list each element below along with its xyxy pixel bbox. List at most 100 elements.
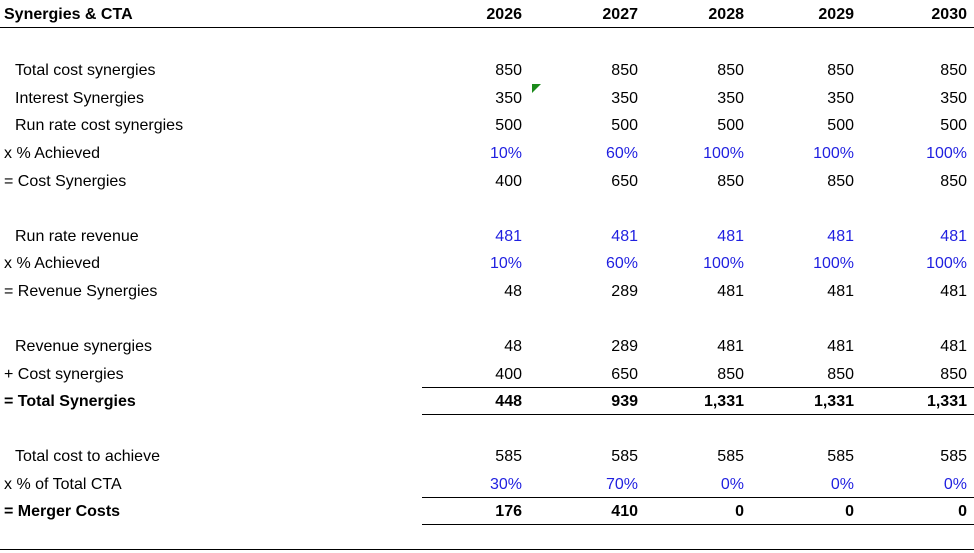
input-cell[interactable]: 10% <box>489 145 522 162</box>
cell[interactable]: 0 <box>735 503 744 520</box>
cell[interactable]: 350 <box>940 90 967 107</box>
input-cell[interactable]: 30% <box>489 476 522 493</box>
cell[interactable]: 850 <box>827 62 854 79</box>
row-cost-synergies: = Cost Synergies 400 650 850 850 850 <box>0 168 974 195</box>
input-cell[interactable]: 100% <box>813 145 854 162</box>
input-cell[interactable]: 481 <box>940 228 967 245</box>
cell[interactable]: 585 <box>611 448 638 465</box>
cell[interactable]: 1,331 <box>813 393 854 410</box>
cell[interactable]: 850 <box>940 62 967 79</box>
row-pct-achieved-revenue: x % Achieved 10% 60% 100% 100% 100% <box>0 250 974 277</box>
cell[interactable]: 481 <box>940 338 967 355</box>
row-label: = Cost Synergies <box>4 173 127 190</box>
cell[interactable]: 350 <box>717 90 744 107</box>
row-revenue-synergies-2: Revenue synergies 48 289 481 481 481 <box>0 333 974 360</box>
cell[interactable]: 650 <box>611 366 638 383</box>
row-revenue-synergies: = Revenue Synergies 48 289 481 481 481 <box>0 278 974 305</box>
row-label: Run rate cost synergies <box>15 117 184 134</box>
cell[interactable]: 939 <box>611 393 638 410</box>
cell[interactable]: 850 <box>827 366 854 383</box>
input-cell[interactable]: 70% <box>605 476 638 493</box>
input-cell[interactable]: 0% <box>830 476 854 493</box>
input-cell[interactable]: 100% <box>703 145 744 162</box>
cell[interactable]: 481 <box>717 283 744 300</box>
row-pct-achieved-cost: x % Achieved 10% 60% 100% 100% 100% <box>0 140 974 167</box>
row-total-cost-synergies: Total cost synergies 850 850 850 850 850 <box>0 57 974 84</box>
cell[interactable]: 585 <box>827 448 854 465</box>
cell[interactable]: 850 <box>940 173 967 190</box>
cell[interactable]: 585 <box>717 448 744 465</box>
cell[interactable]: 850 <box>717 366 744 383</box>
cell[interactable]: 410 <box>611 503 638 520</box>
row-plus-cost-synergies: + Cost synergies 400 650 850 850 850 <box>0 361 974 388</box>
input-cell[interactable]: 100% <box>813 255 854 272</box>
cell[interactable]: 500 <box>827 117 854 134</box>
cell[interactable]: 0 <box>958 503 967 520</box>
input-cell[interactable]: 0% <box>943 476 967 493</box>
row-label: Run rate revenue <box>15 228 139 245</box>
total-synergies-bottom-border <box>422 414 974 415</box>
cell[interactable]: 585 <box>940 448 967 465</box>
cell[interactable]: 481 <box>827 283 854 300</box>
cell[interactable]: 850 <box>611 62 638 79</box>
row-label: x % Achieved <box>4 255 101 272</box>
cell[interactable]: 350 <box>611 90 638 107</box>
cell[interactable]: 500 <box>717 117 744 134</box>
cell[interactable]: 481 <box>717 338 744 355</box>
cell[interactable]: 850 <box>940 366 967 383</box>
cell[interactable]: 500 <box>495 117 522 134</box>
row-label: Total cost synergies <box>15 62 156 79</box>
row-total-synergies: = Total Synergies 448 939 1,331 1,331 1,… <box>0 388 974 415</box>
cell[interactable]: 1,331 <box>926 393 967 410</box>
input-cell[interactable]: 481 <box>827 228 854 245</box>
cell[interactable]: 176 <box>495 503 522 520</box>
row-label: = Revenue Synergies <box>4 283 158 300</box>
input-cell[interactable]: 481 <box>495 228 522 245</box>
input-cell[interactable]: 0% <box>720 476 744 493</box>
cell[interactable]: 585 <box>495 448 522 465</box>
year-header-2029[interactable]: 2029 <box>818 6 854 23</box>
cell[interactable]: 850 <box>827 173 854 190</box>
cell[interactable]: 850 <box>495 62 522 79</box>
cell[interactable]: 48 <box>504 338 522 355</box>
input-cell[interactable]: 481 <box>611 228 638 245</box>
cell[interactable]: 850 <box>717 62 744 79</box>
cell[interactable]: 650 <box>611 173 638 190</box>
row-run-rate-cost-synergies: Run rate cost synergies 500 500 500 500 … <box>0 112 974 139</box>
cell[interactable]: 850 <box>717 173 744 190</box>
row-pct-of-total-cta: x % of Total CTA 30% 70% 0% 0% 0% <box>0 471 974 498</box>
cell[interactable]: 350 <box>827 90 854 107</box>
row-label: x % of Total CTA <box>4 476 122 493</box>
input-cell[interactable]: 100% <box>926 145 967 162</box>
cell[interactable]: 0 <box>845 503 854 520</box>
row-total-cost-to-achieve: Total cost to achieve 585 585 585 585 58… <box>0 443 974 470</box>
header-underline <box>0 27 974 28</box>
year-header-2028[interactable]: 2028 <box>708 6 744 23</box>
cell[interactable]: 500 <box>940 117 967 134</box>
cell[interactable]: 350 <box>495 90 522 107</box>
row-label: = Total Synergies <box>4 393 136 410</box>
input-cell[interactable]: 60% <box>605 145 638 162</box>
cell[interactable]: 48 <box>504 283 522 300</box>
cell[interactable]: 289 <box>611 283 638 300</box>
cell[interactable]: 1,331 <box>703 393 744 410</box>
cell[interactable]: 289 <box>611 338 638 355</box>
cell[interactable]: 448 <box>495 393 522 410</box>
cell[interactable]: 400 <box>495 366 522 383</box>
comment-indicator-icon[interactable] <box>532 84 541 93</box>
row-merger-costs: = Merger Costs 176 410 0 0 0 <box>0 498 974 525</box>
cell[interactable]: 400 <box>495 173 522 190</box>
year-header-2026[interactable]: 2026 <box>486 6 522 23</box>
header-row: Synergies & CTA 2026 2027 2028 2029 2030 <box>0 1 974 28</box>
input-cell[interactable]: 10% <box>489 255 522 272</box>
input-cell[interactable]: 100% <box>703 255 744 272</box>
input-cell[interactable]: 100% <box>926 255 967 272</box>
input-cell[interactable]: 60% <box>605 255 638 272</box>
year-header-2030[interactable]: 2030 <box>931 6 967 23</box>
input-cell[interactable]: 481 <box>717 228 744 245</box>
row-label: + Cost synergies <box>4 366 124 383</box>
cell[interactable]: 481 <box>827 338 854 355</box>
cell[interactable]: 481 <box>940 283 967 300</box>
cell[interactable]: 500 <box>611 117 638 134</box>
year-header-2027[interactable]: 2027 <box>602 6 638 23</box>
